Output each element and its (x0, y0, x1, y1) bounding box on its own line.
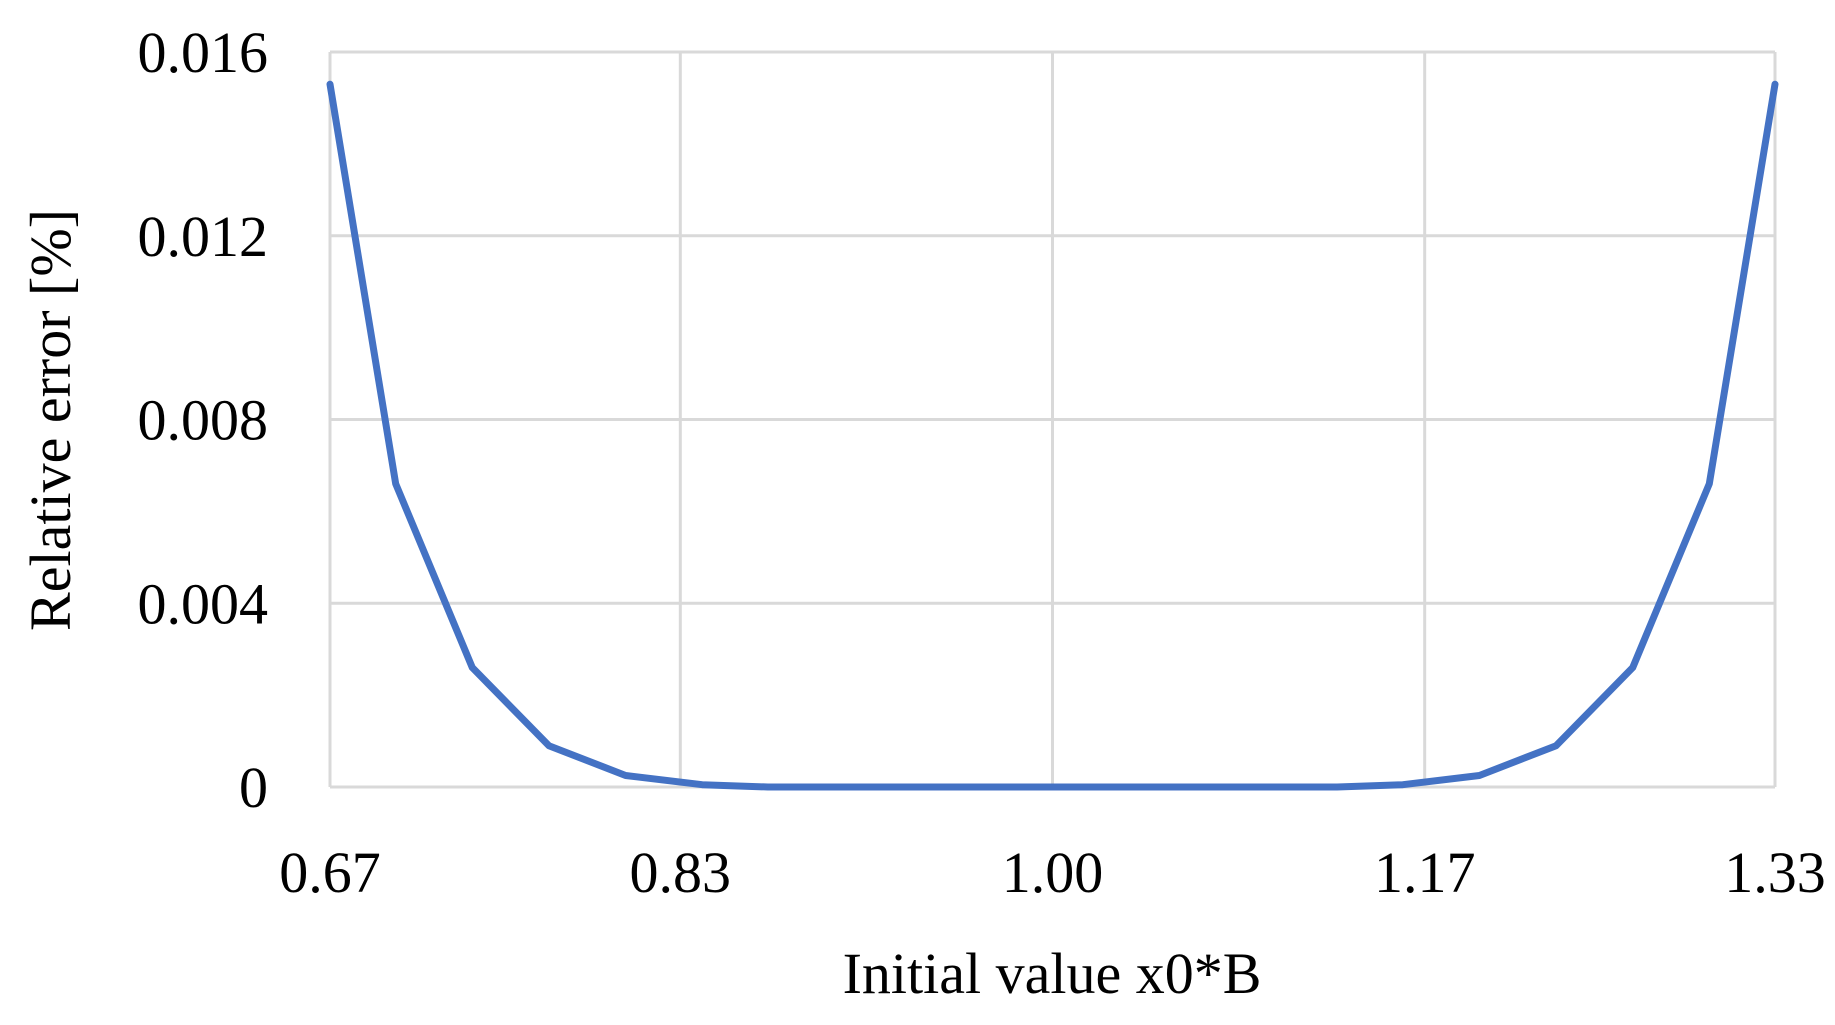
x-tick-label: 1.17 (1374, 840, 1476, 905)
labels: Initial value x0*B Relative error [%] (18, 209, 1261, 1006)
axes: 0 0.004 0.008 0.012 0.016 0.67 0.83 1.00 1.17 1.3… (138, 20, 1826, 905)
series (326, 80, 1779, 791)
x-tick-label: 1.00 (1002, 840, 1104, 905)
y-tick-label: 0.012 (138, 204, 269, 269)
x-tick-label: 1.33 (1724, 840, 1826, 905)
y-tick-label: 0.008 (138, 388, 269, 453)
y-axis-title: Relative error [%] (18, 209, 83, 631)
x-tick-label: 0.83 (630, 840, 732, 905)
series-line (326, 80, 1779, 791)
y-tick-label: 0 (239, 755, 268, 820)
x-axis-title: Initial value x0*B (843, 941, 1262, 1006)
x-tick-label: 0.67 (279, 840, 381, 905)
grid (328, 50, 1777, 789)
y-tick-label: 0.004 (138, 571, 269, 636)
y-tick-label: 0.016 (138, 20, 269, 85)
